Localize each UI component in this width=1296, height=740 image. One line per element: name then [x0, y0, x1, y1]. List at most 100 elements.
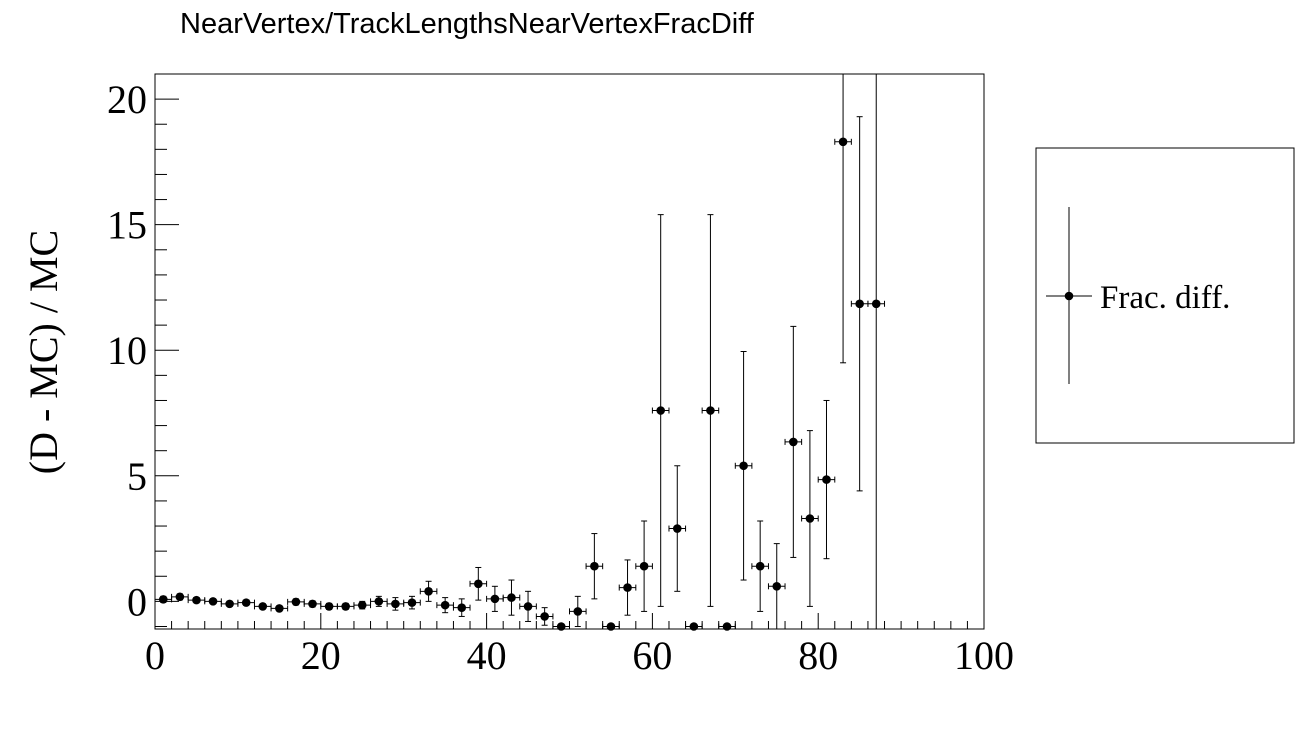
data-point	[651, 214, 670, 607]
data-point	[535, 607, 554, 626]
legend-label: Frac. diff.	[1100, 280, 1230, 316]
point-marker	[258, 602, 268, 611]
y-tick-label: 15	[107, 203, 147, 248]
data-point	[817, 399, 836, 560]
data-point	[734, 351, 753, 581]
point-marker	[871, 299, 881, 309]
point-marker	[689, 622, 699, 631]
data-point	[519, 590, 537, 622]
data-point	[336, 602, 355, 611]
data-point	[552, 622, 570, 631]
x-axis: 0 20 40 60 80 100	[145, 613, 1014, 678]
point-marker	[474, 579, 483, 589]
point-marker	[507, 593, 516, 602]
point-marker	[606, 622, 616, 631]
data-point	[353, 600, 372, 610]
data-point	[320, 602, 338, 611]
point-marker	[822, 475, 831, 484]
data-point	[685, 622, 703, 631]
y-axis: 0 5 10 15 20	[107, 73, 179, 627]
y-tick-label: 10	[107, 328, 147, 373]
y-tick-label: 0	[127, 579, 147, 624]
data-point	[635, 520, 653, 612]
data-point	[187, 595, 206, 605]
point-marker	[374, 597, 384, 606]
point-marker	[556, 622, 566, 631]
x-tick-label: 100	[954, 633, 1014, 678]
data-point	[784, 325, 803, 558]
y-tick-label: 20	[107, 77, 147, 122]
data-point	[850, 116, 869, 492]
data-point	[718, 622, 736, 631]
point-marker	[457, 603, 467, 612]
data-point	[386, 597, 405, 611]
point-marker	[706, 406, 715, 415]
point-marker	[639, 561, 649, 571]
data-point	[801, 430, 819, 607]
point-marker	[291, 597, 301, 607]
x-tick-label: 20	[301, 633, 341, 678]
point-marker	[158, 595, 168, 604]
data-point	[469, 566, 488, 601]
data-point	[618, 559, 637, 616]
x-tick-label: 40	[467, 633, 507, 678]
x-tick-label: 80	[798, 633, 838, 678]
y-axis-label: (D - MC) / MC	[21, 230, 66, 474]
point-marker	[440, 600, 450, 610]
data-point	[436, 597, 454, 614]
data-point	[834, 74, 852, 364]
point-marker	[739, 461, 748, 471]
legend-marker-point	[1064, 291, 1074, 301]
data-point	[867, 74, 886, 629]
data-point	[287, 597, 305, 607]
point-marker	[772, 582, 782, 591]
point-marker	[324, 602, 334, 611]
data-point	[668, 465, 687, 592]
point-marker	[192, 595, 201, 605]
data-point	[767, 543, 786, 630]
chart-title: NearVertex/TrackLengthsNearVertexFracDif…	[180, 8, 755, 40]
point-marker	[208, 597, 218, 606]
point-marker	[391, 599, 400, 609]
point-marker	[490, 594, 500, 604]
data-point	[220, 599, 239, 609]
point-marker	[357, 600, 367, 610]
point-marker	[175, 592, 185, 602]
data-point	[253, 602, 272, 611]
data-point	[751, 520, 769, 612]
point-marker	[275, 604, 284, 613]
point-marker	[523, 602, 533, 611]
point-marker	[656, 406, 665, 415]
point-marker	[672, 524, 682, 533]
x-tick-label: 0	[145, 633, 165, 678]
point-marker	[590, 561, 599, 571]
data-point	[403, 595, 421, 610]
point-marker	[225, 599, 234, 609]
point-marker	[573, 607, 583, 616]
data-point	[154, 595, 173, 604]
data-point	[171, 592, 189, 602]
point-marker	[855, 299, 864, 309]
data-point	[585, 533, 604, 600]
data-points	[154, 74, 886, 631]
point-marker	[540, 612, 549, 621]
data-point	[204, 597, 222, 606]
data-point	[569, 595, 587, 627]
data-point	[486, 585, 504, 612]
point-marker	[407, 598, 417, 607]
data-point	[270, 604, 289, 613]
point-marker	[623, 583, 632, 592]
data-point	[602, 622, 620, 631]
data-point	[303, 599, 322, 609]
point-marker	[838, 137, 848, 147]
data-point	[452, 598, 471, 617]
data-point	[701, 214, 720, 607]
legend: Frac. diff.	[1035, 147, 1295, 444]
data-point	[237, 598, 255, 607]
point-marker	[755, 561, 765, 571]
point-marker	[805, 514, 815, 523]
point-marker	[722, 622, 732, 631]
point-marker	[341, 602, 350, 611]
data-point	[419, 580, 438, 602]
